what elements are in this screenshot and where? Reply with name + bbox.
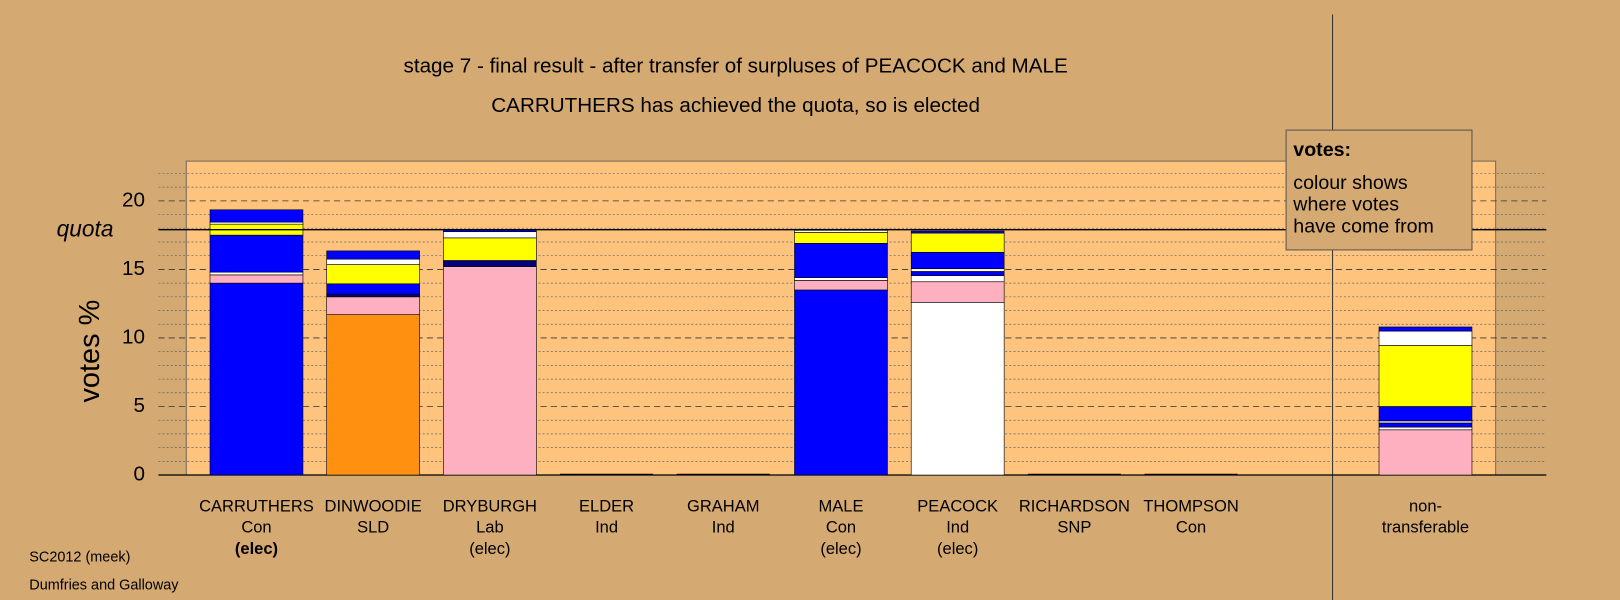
x-tick-label: MALE: [818, 496, 863, 515]
bar-segment: [794, 232, 888, 244]
x-tick-label: Con: [241, 518, 271, 537]
legend-text: colour shows: [1293, 172, 1408, 194]
bar-segment: [1378, 426, 1473, 431]
bar-segment: [910, 251, 1005, 270]
footer: SC2012 (meek): [29, 549, 130, 565]
bar-segment: [443, 237, 537, 261]
quota-label: quota: [57, 216, 114, 242]
bar-segment: [910, 268, 1005, 272]
legend-text: have come from: [1293, 215, 1434, 237]
bar-segment: [326, 293, 420, 298]
bar-segment: [1378, 345, 1473, 407]
x-tick-label: THOMPSON: [1143, 496, 1238, 515]
x-tick-label: DRYBURGH: [443, 496, 537, 515]
bar-segment: [1378, 326, 1473, 332]
y-tick-label: 15: [122, 257, 145, 280]
bar-segment: [910, 232, 1005, 253]
x-tick-label: Con: [826, 518, 856, 537]
chart-subtitle: CARRUTHERS has achieved the quota, so is…: [491, 94, 980, 117]
x-tick-label: DINWOODIE: [325, 496, 422, 515]
bar-segment: [910, 230, 1005, 234]
bar-segment: [910, 275, 1005, 283]
x-tick-label: ELDER: [579, 496, 634, 515]
x-tick-label: SNP: [1057, 518, 1091, 537]
x-tick-label: Ind: [946, 518, 969, 537]
bar-segment: [326, 296, 420, 315]
bar-segment: [326, 283, 420, 295]
bar-segment: [910, 271, 1005, 276]
x-tick-label: PEACOCK: [917, 496, 998, 515]
x-tick-label: Lab: [476, 518, 504, 537]
bar-segment: [209, 274, 304, 284]
bar-segment: [209, 282, 304, 476]
x-tick-label: (elec): [235, 539, 278, 558]
bar-segment: [1378, 422, 1473, 428]
x-tick-label: Ind: [595, 518, 618, 537]
x-tick-label: (elec): [937, 539, 978, 558]
x-tick-label: transferable: [1382, 518, 1469, 537]
bar-segment: [326, 250, 420, 260]
bar-segment: [326, 264, 420, 285]
x-tick-label: GRAHAM: [687, 496, 760, 515]
y-tick-label: 10: [122, 325, 145, 348]
legend-text: where votes: [1292, 194, 1399, 216]
x-tick-label: Con: [1176, 518, 1206, 537]
bar-segment: [1378, 406, 1473, 422]
bar-segment: [1378, 429, 1473, 476]
y-tick-label: 20: [122, 188, 145, 211]
x-tick-label: SLD: [357, 518, 389, 537]
footer: Dumfries and Galloway: [29, 577, 179, 593]
bar-segment: [326, 314, 420, 476]
bar-segment: [910, 281, 1005, 303]
bar-segment: [794, 280, 888, 291]
bar-segment: [794, 289, 888, 476]
x-tick-label: (elec): [469, 539, 510, 558]
y-tick-label: 5: [133, 394, 144, 417]
x-tick-label: (elec): [820, 539, 861, 558]
bar-segment: [209, 209, 304, 223]
bar-segment: [326, 258, 420, 265]
bar-segment: [443, 231, 537, 239]
bar-segment: [910, 301, 1005, 476]
legend-box: [1285, 129, 1473, 251]
bar-segment: [794, 243, 888, 278]
bar-segment: [209, 234, 304, 273]
bar-segment: [794, 230, 888, 233]
chart-title: stage 7 - final result - after transfer …: [404, 55, 1068, 78]
bar-segment: [443, 260, 537, 267]
bar-segment: [1378, 330, 1473, 346]
y-axis-label: votes %: [74, 300, 106, 403]
x-tick-label: CARRUTHERS: [199, 496, 314, 515]
y-tick-label: 0: [133, 462, 144, 485]
x-tick-label: non-: [1409, 496, 1442, 515]
bar-segment: [209, 271, 304, 276]
bar-segment: [794, 277, 888, 281]
bar-segment: [443, 266, 537, 476]
x-tick-label: RICHARDSON: [1019, 496, 1130, 515]
legend-title: votes:: [1293, 139, 1351, 161]
x-tick-label: Ind: [712, 518, 735, 537]
